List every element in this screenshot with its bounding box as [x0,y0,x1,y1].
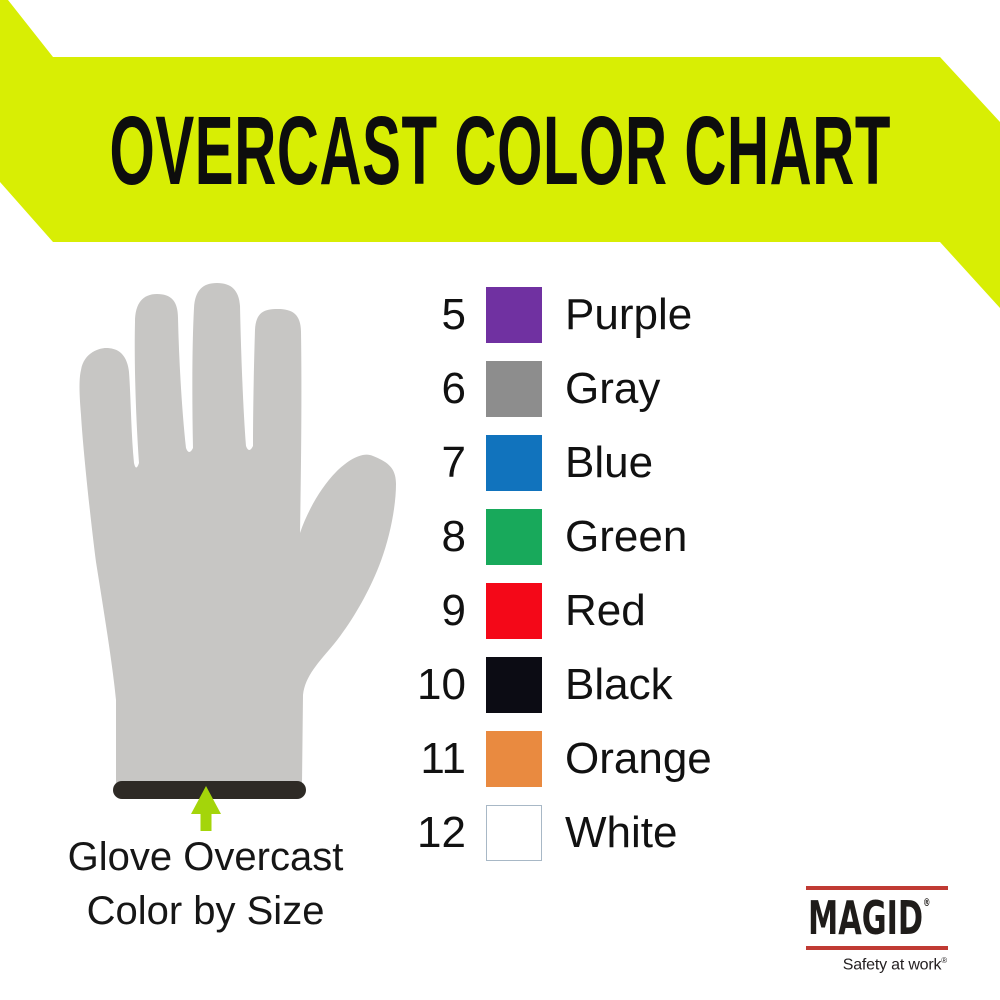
banner-ribbon-shape [0,0,1000,308]
legend-row: 10 Black [400,657,712,713]
size-number: 6 [441,364,466,413]
size-number: 12 [417,808,466,857]
legend-row: 5 Purple [400,287,712,343]
legend-row: 11 Orange [400,731,712,787]
banner: OVERCAST COLOR CHART [0,98,1000,202]
color-name: Black [565,660,673,709]
registered-mark: ® [923,896,931,909]
size-number: 10 [417,660,466,709]
color-swatch [486,435,542,491]
size-number: 8 [441,512,466,561]
glove-caption-line1: Glove Overcast [67,835,344,879]
size-number: 11 [420,734,466,783]
legend-row: 6 Gray [400,361,712,417]
color-swatch [486,657,542,713]
color-swatch [486,361,542,417]
glove-cuff-band [113,781,306,799]
brand-tagline: Safety at work® [842,956,947,974]
brand-wordmark: MAGID® [808,891,931,945]
logo-top-bar [806,886,948,890]
arrow-up-icon [191,786,221,831]
size-number: 7 [441,438,466,487]
logo-bottom-bar [806,946,948,950]
color-swatch [486,583,542,639]
legend-row: 8 Green [400,509,712,565]
color-swatch [486,509,542,565]
glove-silhouette [79,283,396,783]
page-title: OVERCAST COLOR CHART [109,95,891,205]
color-name: Green [565,512,688,561]
size-color-legend: 5 Purple 6 Gray 7 Blue 8 Green 9 Red 10 … [400,287,712,861]
size-number: 5 [441,290,466,339]
color-name: Red [565,586,646,635]
color-name: Purple [565,290,693,339]
color-name: Gray [565,364,661,413]
magid-logo: MAGID® Safety at work® [806,886,948,974]
color-swatch [486,287,542,343]
color-swatch [486,731,542,787]
color-swatch [486,805,542,861]
glove-caption-line2: Color by Size [86,889,325,933]
legend-row: 9 Red [400,583,712,639]
legend-row: 12 White [400,805,712,861]
color-name: Orange [565,734,712,783]
color-name: White [565,808,678,857]
size-number: 9 [441,586,466,635]
tagline-registered-mark: ® [941,956,947,965]
color-name: Blue [565,438,654,487]
legend-row: 7 Blue [400,435,712,491]
glove-caption: Glove Overcast Color by Size [18,830,393,938]
